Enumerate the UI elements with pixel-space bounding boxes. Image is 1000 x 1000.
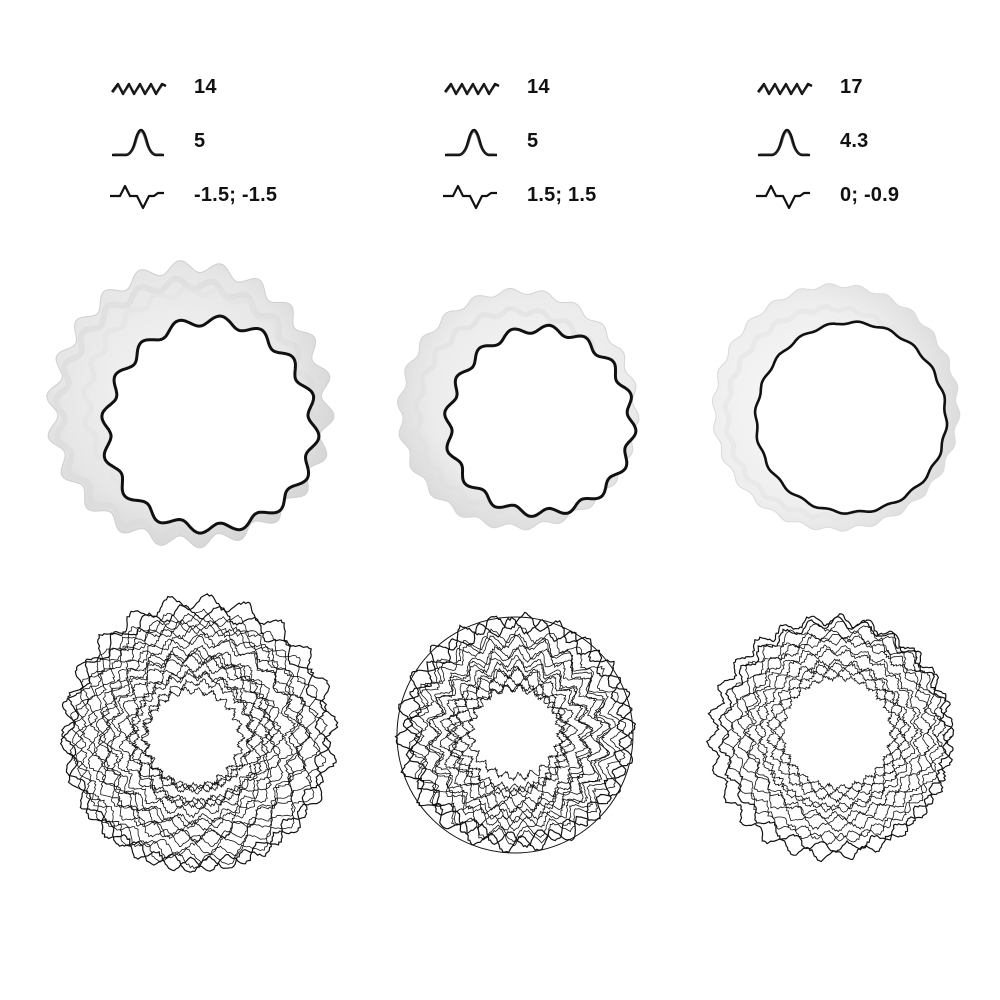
variant-column-3: 17 4.3 0; -0.9 — [666, 0, 999, 1000]
toolpath-layer — [439, 659, 593, 814]
peak-amplitude-icon — [112, 128, 164, 157]
toolpath-layer — [772, 667, 902, 796]
toolpath-lines — [59, 593, 339, 873]
toolpath-layer — [717, 616, 954, 853]
toolpath-layer — [72, 618, 311, 856]
toolpath-layer — [705, 613, 955, 863]
toolpath-lines — [394, 611, 637, 854]
peak-amplitude-icon — [445, 128, 497, 157]
layer-path-drawing — [45, 590, 345, 890]
toolpath-layer — [68, 608, 328, 870]
offset-value: -1.5; -1.5 — [194, 184, 278, 206]
peak-amplitude-icon — [758, 128, 810, 157]
toolpath-layer — [82, 619, 313, 848]
toolpath-layer — [409, 633, 616, 842]
vase-top-render — [686, 268, 986, 568]
toolpath-layer — [408, 626, 627, 847]
toolpath-layer — [61, 603, 332, 872]
toolpath-layer — [394, 611, 637, 854]
toolpath-layer — [743, 636, 932, 824]
vase-shaded-body — [711, 283, 961, 532]
vase-top-render — [368, 262, 668, 562]
toolpath-layer — [130, 668, 256, 795]
toolpath-layer — [86, 625, 304, 843]
toolpath-layer — [140, 686, 246, 791]
variant-column-2: 14 5 1.5; 1.5 — [333, 0, 666, 1000]
layer-path-drawing — [365, 590, 665, 890]
toolpath-layer — [731, 629, 943, 842]
wave-frequency-icon — [111, 82, 167, 96]
offset-value: 0; -0.9 — [840, 184, 900, 206]
toolpath-layer — [97, 644, 285, 832]
toolpath-layer — [736, 633, 937, 833]
toolpath-layer — [424, 644, 612, 832]
outer-boundary-circle — [396, 616, 634, 854]
offset-wavelet-icon — [756, 184, 810, 210]
offset-value: 1.5; 1.5 — [527, 184, 597, 206]
toolpath-layer — [446, 665, 590, 809]
toolpath-layer — [428, 648, 604, 824]
layer-path-drawing — [684, 590, 984, 890]
toolpath-layer — [124, 662, 271, 809]
wave-frequency-icon — [757, 82, 813, 96]
amplitude-value: 5 — [527, 130, 539, 152]
toolpath-lines — [705, 613, 955, 863]
toolpath-layer — [766, 661, 907, 804]
toolpath-layer — [402, 616, 633, 849]
toolpath-layer — [754, 648, 919, 813]
toolpath-layer — [98, 632, 297, 830]
offset-wavelet-icon — [110, 184, 164, 210]
frequency-value: 14 — [194, 76, 217, 98]
frequency-value: 14 — [527, 76, 550, 98]
toolpath-layer — [105, 648, 282, 827]
vase-shaded-body — [46, 260, 335, 549]
toolpath-layer — [413, 633, 611, 831]
toolpath-layer — [141, 678, 256, 793]
toolpath-layer — [94, 634, 301, 844]
toolpath-layer — [59, 593, 339, 873]
amplitude-value: 5 — [194, 130, 206, 152]
vase-top-render — [45, 258, 345, 558]
toolpath-layer — [745, 644, 924, 821]
offset-wavelet-icon — [443, 184, 497, 210]
toolpath-layer — [758, 658, 912, 812]
amplitude-value: 4.3 — [840, 130, 869, 152]
vase-shaded-body — [396, 287, 640, 531]
toolpath-layer — [128, 671, 265, 807]
wave-frequency-icon — [444, 82, 500, 96]
toolpath-layer — [778, 672, 896, 792]
variant-column-1: 14 5 -1.5; -1.5 — [0, 0, 339, 1000]
frequency-value: 17 — [840, 76, 863, 98]
